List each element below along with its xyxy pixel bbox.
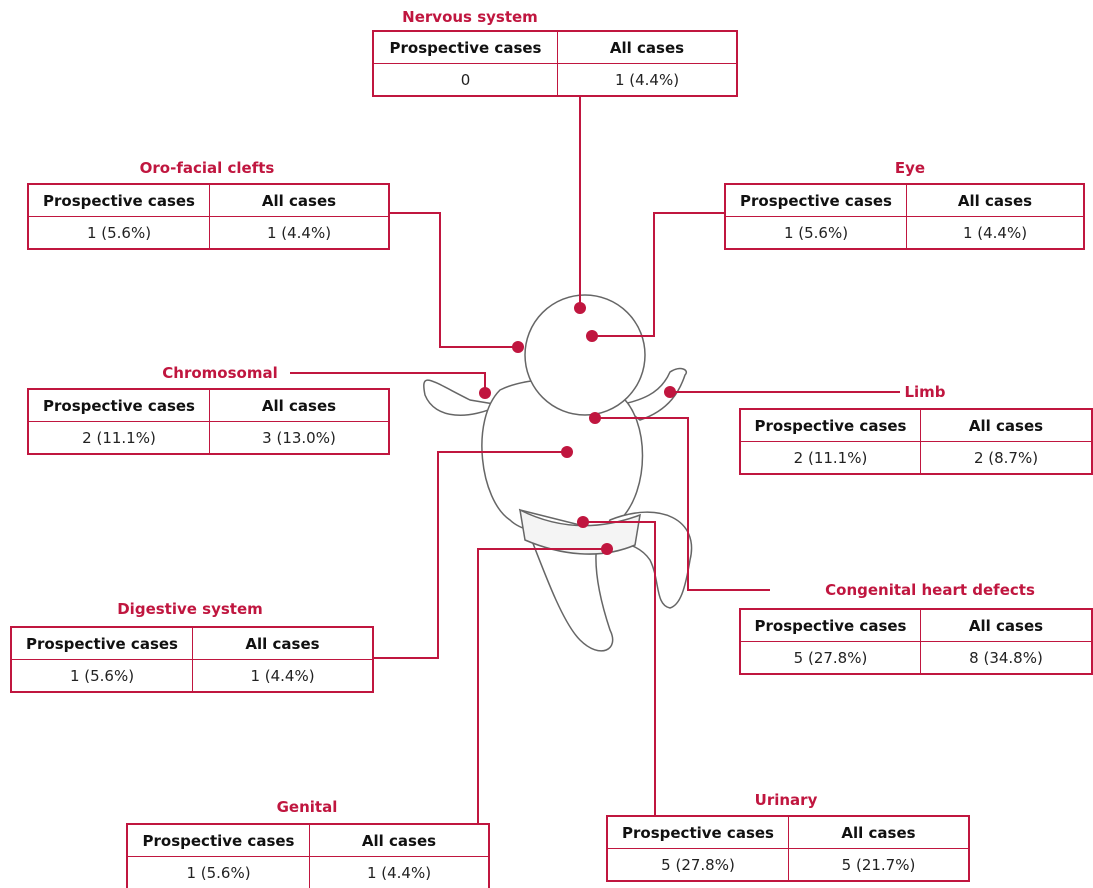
header-cell: All cases (907, 184, 1085, 217)
value-cell: 5 (21.7%) (789, 849, 970, 882)
diagram: Nervous systemProspective casesAll cases… (0, 0, 1093, 888)
header-cell: All cases (558, 31, 738, 64)
value-cell: 8 (34.8%) (921, 642, 1093, 675)
header-cell: All cases (210, 184, 390, 217)
header-cell: All cases (789, 816, 970, 849)
panel-title: Digestive system (117, 600, 263, 618)
value-row: 2 (11.1%)2 (8.7%) (740, 442, 1092, 475)
value-row: 2 (11.1%)3 (13.0%) (28, 422, 389, 455)
panel-title: Congenital heart defects (825, 581, 1035, 599)
panel-title: Nervous system (402, 8, 538, 26)
value-cell: 1 (4.4%) (310, 857, 490, 888)
header-cell: Prospective cases (28, 389, 210, 422)
value-row: 1 (5.6%)1 (4.4%) (127, 857, 489, 888)
value-cell: 2 (8.7%) (921, 442, 1093, 475)
panel-title: Urinary (755, 791, 818, 809)
header-cell: All cases (193, 627, 374, 660)
header-cell: Prospective cases (725, 184, 907, 217)
header-cell: All cases (210, 389, 390, 422)
header-cell: Prospective cases (11, 627, 193, 660)
value-cell: 2 (11.1%) (28, 422, 210, 455)
value-cell: 1 (5.6%) (28, 217, 210, 250)
value-row: 1 (5.6%)1 (4.4%) (28, 217, 389, 250)
value-cell: 0 (373, 64, 558, 97)
value-cell: 1 (5.6%) (11, 660, 193, 693)
value-row: 5 (27.8%)5 (21.7%) (607, 849, 969, 882)
header-cell: Prospective cases (373, 31, 558, 64)
panel-title: Chromosomal (162, 364, 277, 382)
value-cell: 1 (5.6%) (725, 217, 907, 250)
value-cell: 1 (4.4%) (193, 660, 374, 693)
value-cell: 1 (5.6%) (127, 857, 310, 888)
value-cell: 5 (27.8%) (607, 849, 789, 882)
value-cell: 1 (4.4%) (558, 64, 738, 97)
header-cell: Prospective cases (127, 824, 310, 857)
value-cell: 1 (4.4%) (210, 217, 390, 250)
value-cell: 3 (13.0%) (210, 422, 390, 455)
panel-title: Oro-facial clefts (140, 159, 275, 177)
header-cell: All cases (921, 609, 1093, 642)
header-cell: Prospective cases (740, 409, 921, 442)
panel-title: Limb (904, 383, 945, 401)
value-row: 5 (27.8%)8 (34.8%) (740, 642, 1092, 675)
header-cell: All cases (310, 824, 490, 857)
header-cell: Prospective cases (28, 184, 210, 217)
header-cell: All cases (921, 409, 1093, 442)
panel-title: Genital (277, 798, 338, 816)
header-cell: Prospective cases (607, 816, 789, 849)
value-cell: 1 (4.4%) (907, 217, 1085, 250)
panel-title: Eye (895, 159, 925, 177)
value-cell: 2 (11.1%) (740, 442, 921, 475)
value-row: 1 (5.6%)1 (4.4%) (11, 660, 373, 693)
value-row: 1 (5.6%)1 (4.4%) (725, 217, 1084, 250)
value-cell: 5 (27.8%) (740, 642, 921, 675)
baby (424, 295, 692, 651)
header-cell: Prospective cases (740, 609, 921, 642)
